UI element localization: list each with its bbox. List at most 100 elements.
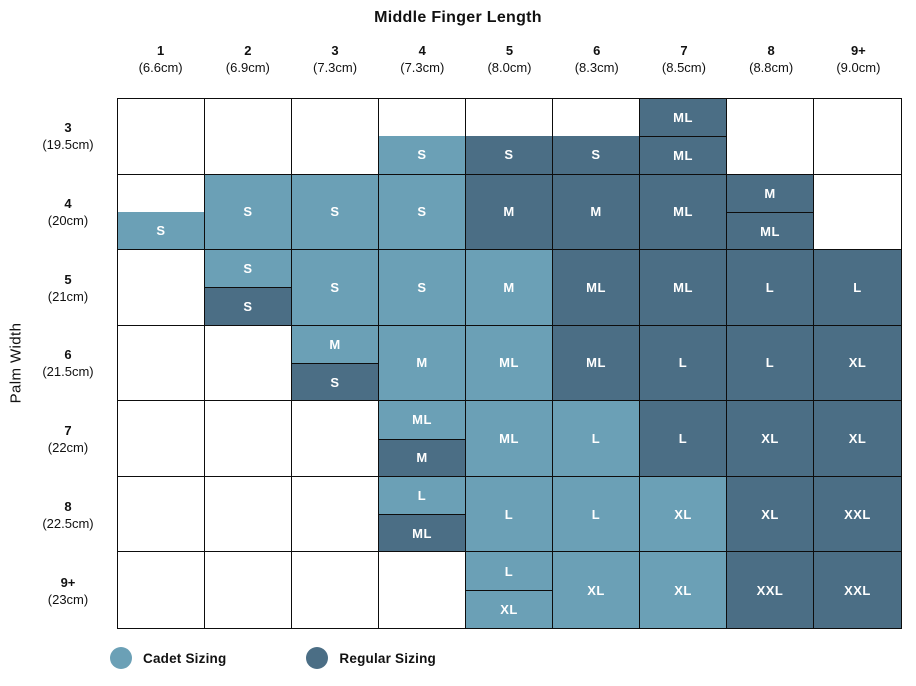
size-region-regular: XL <box>814 401 901 476</box>
row-cm: (21.5cm) <box>42 364 94 380</box>
row-cm: (19.5cm) <box>42 136 94 152</box>
size-region-cadet: S <box>379 250 465 325</box>
row-cm: (20cm) <box>47 212 89 228</box>
row-number: 9+ <box>60 575 76 591</box>
cell-r6-c9+: XL <box>814 325 901 402</box>
row-labels: 3 (19.5cm) 4 (20cm) 5 (21cm) 6 (21.5cm) 7 (22cm) 8… <box>24 98 112 629</box>
cell-r7-c2 <box>205 401 292 477</box>
column-cm: (8.3cm) <box>574 60 619 75</box>
column-headers: 1 (6.6cm) 2 (6.9cm) 3 (7.3cm) 4 (7.3cm) 5 (8.0cm)… <box>117 42 902 76</box>
row-cm: (22.5cm) <box>42 516 94 532</box>
size-region-regular: ML <box>727 211 813 250</box>
cell-r6-c7: L <box>640 325 727 402</box>
size-region-cadet: XL <box>553 552 639 628</box>
cell-r4-c9+ <box>814 175 901 251</box>
column-header-4: 4 (7.3cm) <box>379 42 466 76</box>
size-region-regular: M <box>466 174 552 250</box>
row-header-4: 4 (20cm) <box>24 174 112 250</box>
cell-r7-c5: ML <box>466 401 553 477</box>
size-region-cadet: XL <box>640 552 726 628</box>
cell-r9+-c4 <box>379 552 466 628</box>
size-region-cadet: ML <box>466 401 552 476</box>
column-number: 7 <box>680 43 688 58</box>
row-cm: (23cm) <box>47 592 89 608</box>
row-number: 4 <box>64 195 72 211</box>
cell-r4-c7: ML <box>640 174 727 251</box>
legend-label-regular: Regular Sizing <box>339 650 436 666</box>
cell-r9+-c8: XXL <box>727 552 814 628</box>
cell-r8-c6: L <box>553 476 640 553</box>
column-header-9+: 9+ (9.0cm) <box>815 42 902 76</box>
column-cm: (8.0cm) <box>487 60 532 75</box>
regular-swatch-icon <box>306 647 329 669</box>
size-region-regular: ML <box>640 99 726 137</box>
row-cm: (22cm) <box>47 440 89 456</box>
size-region-regular: M <box>553 174 639 250</box>
cell-r3-c8 <box>727 99 814 175</box>
size-region-cadet: XL <box>640 476 726 552</box>
row-header-9+: 9+ (23cm) <box>24 553 112 629</box>
size-region-regular: L <box>640 401 726 476</box>
cell-r5-c8: L <box>727 250 814 326</box>
size-region-regular: ML <box>553 325 639 401</box>
legend-label-cadet: Cadet Sizing <box>143 650 227 666</box>
size-region-regular: ML <box>553 250 639 325</box>
size-region-regular: ML <box>640 250 726 325</box>
cell-r3-c4: S <box>379 99 466 175</box>
cell-r8-c9+: XXL <box>814 476 901 553</box>
cell-r7-c4: ML M <box>379 401 466 477</box>
row-header-5: 5 (21cm) <box>24 250 112 326</box>
size-region-regular: ML <box>379 514 465 552</box>
size-region-regular: L <box>640 325 726 401</box>
cell-r6-c2 <box>205 325 292 402</box>
size-region-regular: L <box>727 250 813 325</box>
size-region-regular: XL <box>727 401 813 476</box>
size-region-regular: L <box>814 250 901 325</box>
column-header-6: 6 (8.3cm) <box>553 42 640 76</box>
row-header-7: 7 (22cm) <box>24 401 112 477</box>
column-number: 2 <box>244 43 252 58</box>
cell-r9+-c3 <box>292 552 379 628</box>
size-region-cadet: L <box>553 401 639 476</box>
column-number: 6 <box>593 43 601 58</box>
cell-r3-c2 <box>205 99 292 175</box>
cell-r9+-c9+: XXL <box>814 552 901 628</box>
column-cm: (6.9cm) <box>225 60 270 75</box>
row-header-8: 8 (22.5cm) <box>24 477 112 553</box>
size-region-regular: S <box>292 363 378 401</box>
size-region-regular: S <box>466 136 552 174</box>
cell-r7-c9+: XL <box>814 401 901 477</box>
cell-r4-c5: M <box>466 174 553 251</box>
size-region-regular: XXL <box>727 552 813 628</box>
cell-r5-c6: ML <box>553 250 640 326</box>
column-header-2: 2 (6.9cm) <box>204 42 291 76</box>
row-number: 7 <box>64 423 72 439</box>
cell-r8-c7: XL <box>640 476 727 553</box>
column-number: 3 <box>331 43 339 58</box>
cell-r9+-c5: L XL <box>466 552 553 628</box>
cell-r6-c5: ML <box>466 325 553 402</box>
row-number: 3 <box>64 119 72 135</box>
cell-r3-c6: S <box>553 99 640 175</box>
size-region-cadet: S <box>292 174 378 250</box>
cell-r5-c4: S <box>379 250 466 326</box>
column-header-3: 3 (7.3cm) <box>291 42 378 76</box>
column-cm: (8.8cm) <box>749 60 794 75</box>
cell-r7-c7: L <box>640 401 727 477</box>
row-header-6: 6 (21.5cm) <box>24 326 112 402</box>
cell-r9+-c7: XL <box>640 552 727 628</box>
size-region-cadet: XL <box>466 590 552 628</box>
cell-r9+-c2 <box>205 552 292 628</box>
size-region-cadet: M <box>292 325 378 363</box>
cell-r5-c5: M <box>466 250 553 326</box>
row-cm: (21cm) <box>47 288 89 304</box>
size-region-regular: XXL <box>814 552 901 628</box>
cell-r4-c8: M ML <box>727 174 814 251</box>
cell-r3-c7: ML ML <box>640 99 727 175</box>
row-header-3: 3 (19.5cm) <box>24 98 112 174</box>
size-region-regular: XXL <box>814 476 901 552</box>
size-region-cadet: S <box>292 250 378 325</box>
cell-r5-c1 <box>118 250 205 326</box>
